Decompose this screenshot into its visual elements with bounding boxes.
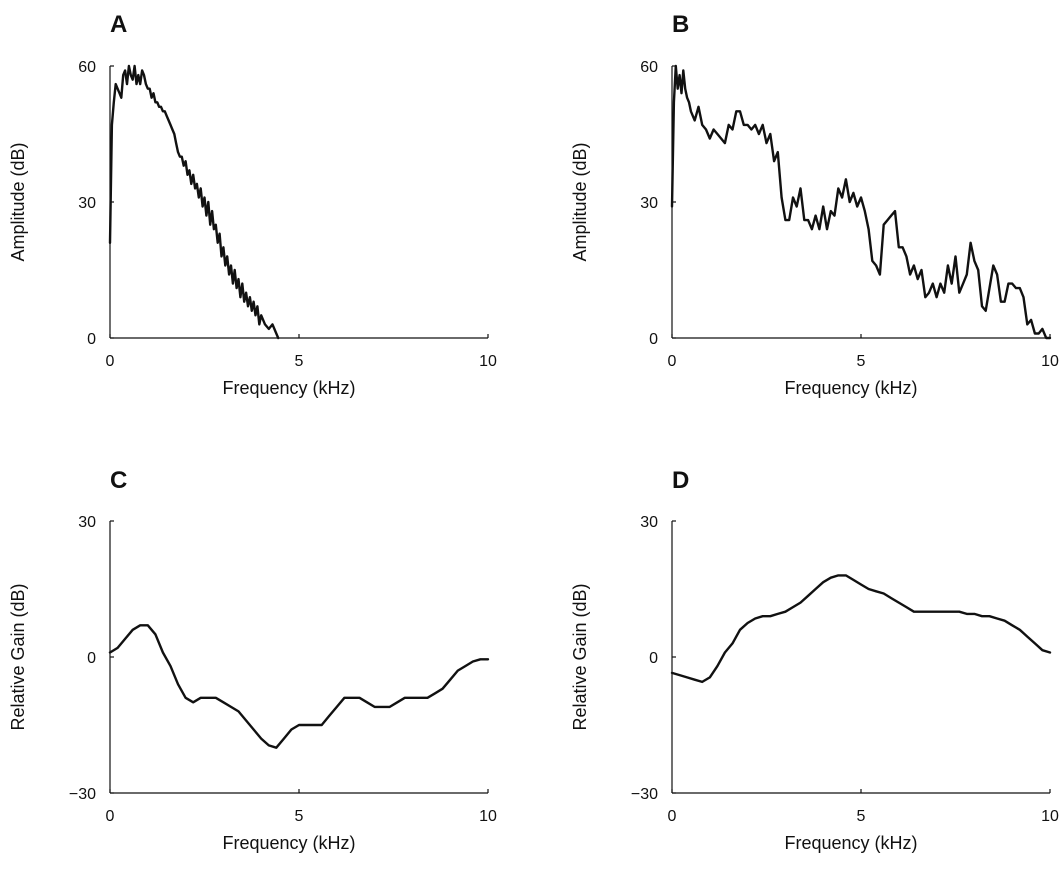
series-line xyxy=(108,624,490,749)
y-tick-label: 0 xyxy=(87,650,96,667)
y-tick-label: 60 xyxy=(640,59,658,76)
y-tick-label: −30 xyxy=(69,786,96,803)
panel-letter: B xyxy=(672,11,689,38)
x-tick-label: 0 xyxy=(106,353,115,370)
x-tick-label: 5 xyxy=(295,353,304,370)
y-axis-title: Relative Gain (dB) xyxy=(570,583,590,730)
chart-panel-d: D −30 0 30 0 5 10 Frequency (kHz) Relative Gain … xyxy=(570,467,1059,853)
panel-letter: D xyxy=(672,467,689,494)
x-axis-title: Frequency (kHz) xyxy=(222,378,355,398)
y-tick-label: 0 xyxy=(649,650,658,667)
panel-letter: C xyxy=(110,467,127,494)
panel-letter: A xyxy=(110,11,127,38)
y-tick-label: 0 xyxy=(87,331,96,348)
y-tick-label: 60 xyxy=(78,59,96,76)
y-tick-label: 30 xyxy=(78,195,96,212)
y-tick-label: −30 xyxy=(631,786,658,803)
x-axis-title: Frequency (kHz) xyxy=(222,833,355,853)
x-tick-label: 10 xyxy=(479,353,497,370)
y-axis-title: Relative Gain (dB) xyxy=(8,583,28,730)
x-axis-title: Frequency (kHz) xyxy=(784,833,917,853)
y-axis-title: Amplitude (dB) xyxy=(8,142,28,261)
series-line xyxy=(108,64,280,340)
x-axis-title: Frequency (kHz) xyxy=(784,378,917,398)
series-line xyxy=(670,574,1052,684)
x-tick-label: 5 xyxy=(857,353,866,370)
y-tick-label: 0 xyxy=(649,331,658,348)
x-tick-label: 0 xyxy=(668,353,677,370)
x-tick-label: 5 xyxy=(295,808,304,825)
x-tick-label: 5 xyxy=(857,808,866,825)
x-tick-label: 10 xyxy=(1041,808,1059,825)
x-tick-label: 10 xyxy=(479,808,497,825)
y-tick-label: 30 xyxy=(78,514,96,531)
chart-panel-b: B 0 30 60 0 5 10 Frequency (kHz) Amplitude (dB) xyxy=(570,11,1059,398)
chart-panel-c: C −30 0 30 0 5 10 Frequency (kHz) Relative Gain … xyxy=(8,467,497,853)
chart-panel-a: A 0 30 60 0 5 10 Frequency (kHz) Amplitude (dB) xyxy=(8,11,497,398)
y-axis-title: Amplitude (dB) xyxy=(570,142,590,261)
x-tick-label: 10 xyxy=(1041,353,1059,370)
y-tick-label: 30 xyxy=(640,195,658,212)
x-tick-label: 0 xyxy=(668,808,677,825)
y-tick-label: 30 xyxy=(640,514,658,531)
x-tick-label: 0 xyxy=(106,808,115,825)
series-line xyxy=(670,64,1052,340)
